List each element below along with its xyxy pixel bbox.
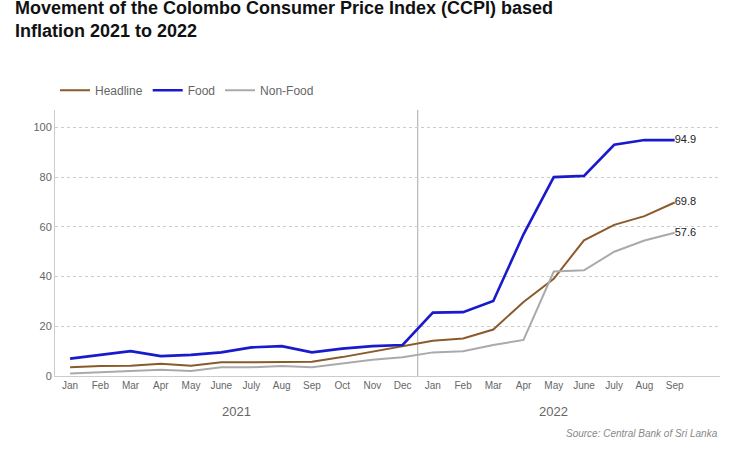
svg-text:June: June: [210, 380, 232, 391]
svg-text:Mar: Mar: [485, 380, 503, 391]
svg-text:57.6: 57.6: [675, 226, 696, 238]
svg-text:Non-Food: Non-Food: [260, 84, 313, 98]
svg-text:Food: Food: [188, 84, 215, 98]
svg-text:July: July: [605, 380, 623, 391]
svg-text:2022: 2022: [539, 404, 568, 419]
svg-text:Sep: Sep: [303, 380, 321, 391]
svg-text:Aug: Aug: [636, 380, 654, 391]
svg-text:Sep: Sep: [666, 380, 684, 391]
svg-text:100: 100: [33, 121, 51, 133]
svg-text:80: 80: [40, 171, 52, 183]
svg-text:Feb: Feb: [92, 380, 110, 391]
svg-text:Feb: Feb: [454, 380, 472, 391]
svg-text:Jan: Jan: [425, 380, 441, 391]
svg-text:Nov: Nov: [363, 380, 381, 391]
svg-text:Movement of the Colombo Consum: Movement of the Colombo Consumer Price I…: [15, 0, 553, 41]
svg-text:May: May: [544, 380, 563, 391]
svg-text:Mar: Mar: [122, 380, 140, 391]
svg-text:40: 40: [40, 270, 52, 282]
svg-text:Aug: Aug: [273, 380, 291, 391]
svg-text:Apr: Apr: [516, 380, 532, 391]
svg-text:June: June: [573, 380, 595, 391]
svg-text:May: May: [182, 380, 201, 391]
svg-text:Oct: Oct: [334, 380, 350, 391]
svg-text:60: 60: [40, 221, 52, 233]
svg-text:Dec: Dec: [394, 380, 412, 391]
svg-text:2021: 2021: [222, 404, 251, 419]
svg-text:69.8: 69.8: [675, 195, 696, 207]
svg-text:July: July: [243, 380, 261, 391]
svg-text:Jan: Jan: [62, 380, 78, 391]
svg-text:94.9: 94.9: [675, 133, 696, 145]
svg-text:Apr: Apr: [153, 380, 169, 391]
svg-text:20: 20: [40, 320, 52, 332]
svg-text:Headline: Headline: [95, 84, 143, 98]
svg-text:Source: Central Bank of Sri La: Source: Central Bank of Sri Lanka: [566, 428, 718, 439]
svg-text:0: 0: [46, 370, 52, 382]
